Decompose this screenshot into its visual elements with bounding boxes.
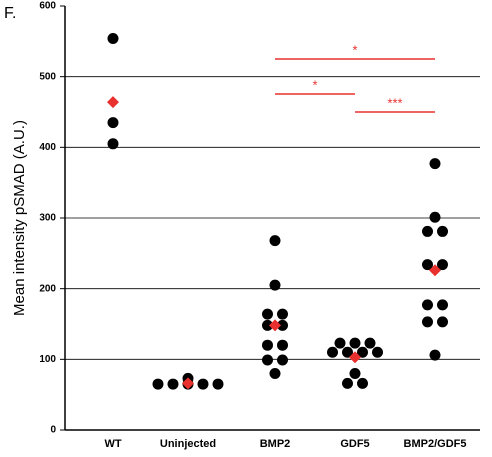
y-tick-label: 100 — [39, 354, 56, 365]
x-tick-label: Uninjected — [160, 438, 216, 450]
data-point — [342, 346, 353, 358]
x-tick-label: WT — [104, 438, 121, 450]
data-point — [349, 367, 361, 379]
y-axis-label: Mean intensity pSMAD (A.U.) — [11, 120, 28, 316]
mean-marker — [107, 96, 119, 109]
data-point — [107, 33, 119, 45]
y-tick-label: 300 — [39, 213, 56, 224]
data-point — [262, 319, 273, 331]
data-point — [437, 225, 448, 237]
data-point — [277, 319, 288, 331]
panel-label: F. — [4, 5, 16, 22]
y-tick-label: 600 — [39, 1, 56, 12]
data-point — [429, 211, 441, 223]
data-point — [277, 354, 288, 366]
data-point — [357, 346, 368, 358]
data-point — [269, 235, 281, 247]
data-point — [422, 225, 433, 237]
data-point — [212, 378, 224, 390]
data-point — [277, 308, 288, 320]
mean-marker — [349, 351, 361, 364]
data-point — [107, 138, 119, 150]
data-point — [277, 339, 288, 351]
data-point — [364, 337, 376, 349]
y-tick-label: 200 — [39, 283, 56, 294]
data-point — [429, 158, 441, 170]
y-tick-label: 400 — [39, 142, 56, 153]
data-point — [327, 346, 338, 358]
data-point — [437, 299, 448, 311]
data-point — [437, 259, 448, 271]
data-point — [437, 316, 448, 328]
data-point — [372, 346, 383, 358]
data-point — [334, 337, 346, 349]
data-point — [262, 339, 273, 351]
y-tick-label: 0 — [50, 425, 56, 436]
data-point — [269, 367, 281, 379]
significance-label: * — [352, 42, 357, 57]
mean-marker — [269, 319, 281, 332]
y-tick-label: 500 — [39, 71, 56, 82]
data-point — [262, 354, 273, 366]
data-point — [262, 308, 273, 320]
significance-label: *** — [387, 95, 402, 110]
data-point — [422, 259, 433, 271]
data-point — [357, 377, 368, 389]
data-point — [167, 378, 179, 390]
mean-marker — [182, 377, 194, 390]
x-tick-label: BMP2 — [260, 438, 291, 450]
data-point — [429, 349, 441, 361]
data-point — [152, 378, 164, 390]
mean-marker — [429, 264, 441, 277]
x-tick-label: BMP2/GDF5 — [404, 438, 467, 450]
x-tick-label: GDF5 — [340, 438, 369, 450]
data-point — [349, 337, 361, 349]
data-point — [269, 279, 281, 291]
data-point — [422, 299, 433, 311]
significance-label: * — [312, 77, 317, 92]
data-point — [107, 117, 119, 129]
data-point — [342, 377, 353, 389]
data-point — [422, 316, 433, 328]
data-point — [197, 378, 209, 390]
